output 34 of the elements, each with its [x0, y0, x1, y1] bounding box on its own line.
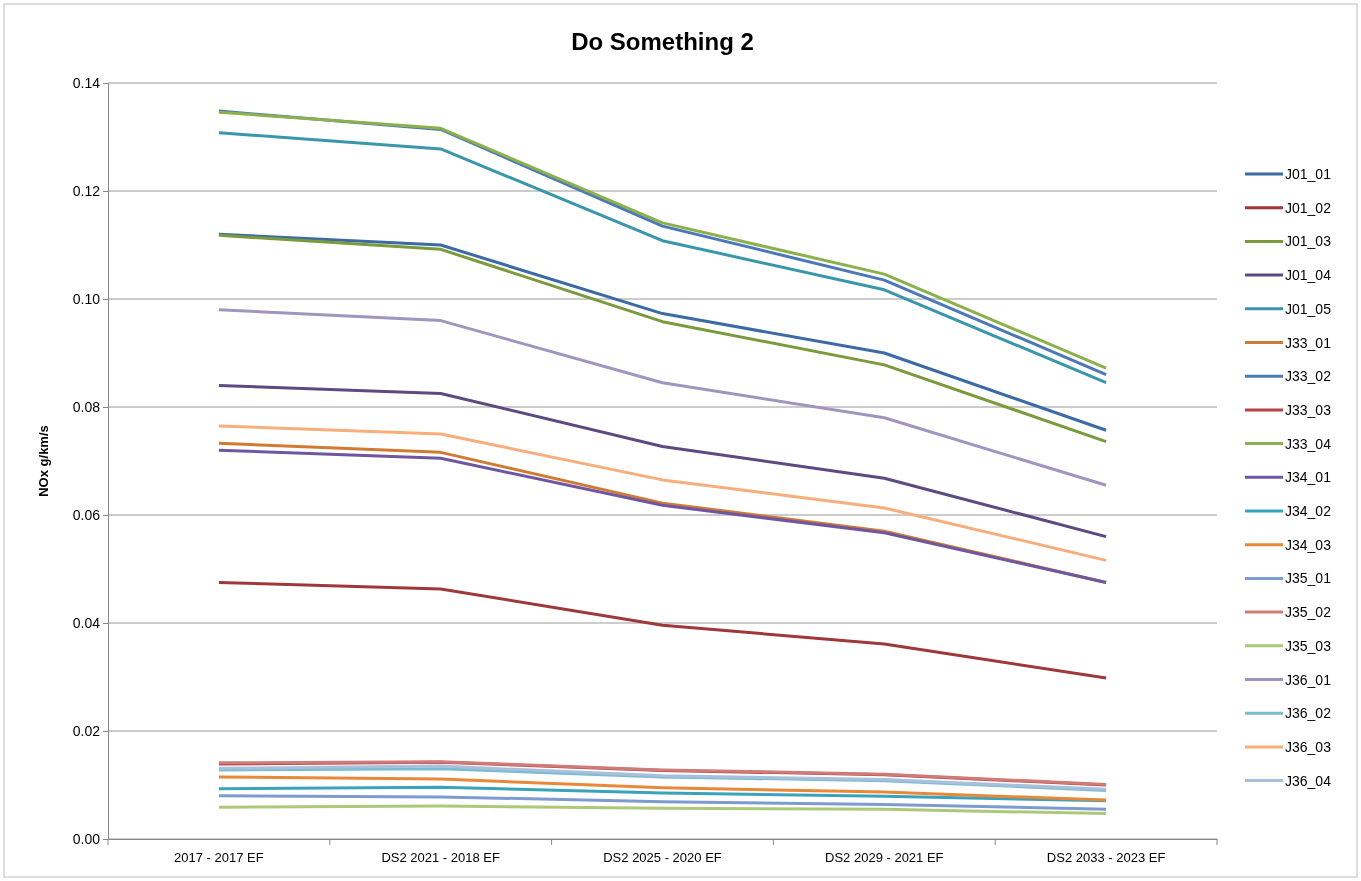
legend-label: J36_02: [1285, 705, 1332, 722]
y-tick-label: 0.02: [72, 722, 101, 739]
x-tick-label: DS2 2025 - 2020 EF: [603, 850, 722, 866]
x-tick-label: 2017 - 2017 EF: [174, 850, 264, 866]
legend-label: J33_03: [1285, 401, 1332, 418]
legend-label: J33_02: [1285, 368, 1332, 385]
legend-label: J36_01: [1285, 671, 1332, 688]
legend-label: J34_01: [1285, 469, 1332, 486]
legend-label: J01_05: [1285, 300, 1332, 317]
legend-label: J01_04: [1285, 267, 1332, 284]
x-tick-label: DS2 2033 - 2023 EF: [1046, 850, 1166, 866]
legend-label: J36_04: [1285, 772, 1332, 789]
y-tick-label: 0.14: [72, 74, 101, 91]
legend-label: J35_03: [1285, 637, 1332, 654]
legend-label: J01_01: [1285, 166, 1332, 182]
legend-label: J35_02: [1285, 604, 1332, 621]
chart-title: Do Something 2: [571, 28, 754, 55]
y-tick-label: 0.04: [72, 614, 101, 631]
y-tick-label: 0.12: [72, 182, 101, 199]
x-tick-label: DS2 2029 - 2021 EF: [825, 850, 944, 866]
legend-label: J35_01: [1285, 570, 1332, 587]
legend-label: J36_03: [1285, 738, 1332, 755]
legend-label: J01_02: [1285, 199, 1332, 216]
legend-label: J34_03: [1285, 536, 1332, 553]
legend-label: J33_01: [1285, 334, 1332, 351]
y-tick-label: 0.08: [72, 398, 101, 415]
y-tick-label: 0.06: [72, 506, 101, 523]
legend-label: J34_02: [1285, 503, 1332, 519]
x-tick-label: DS2 2021 - 2018 EF: [381, 850, 501, 866]
legend-label: J01_03: [1285, 233, 1332, 250]
y-axis-title: NOx g/km/s: [36, 425, 51, 497]
legend-label: J33_04: [1285, 435, 1332, 452]
y-tick-label: 0.10: [72, 290, 101, 307]
y-tick-label: 0.00: [72, 830, 101, 847]
